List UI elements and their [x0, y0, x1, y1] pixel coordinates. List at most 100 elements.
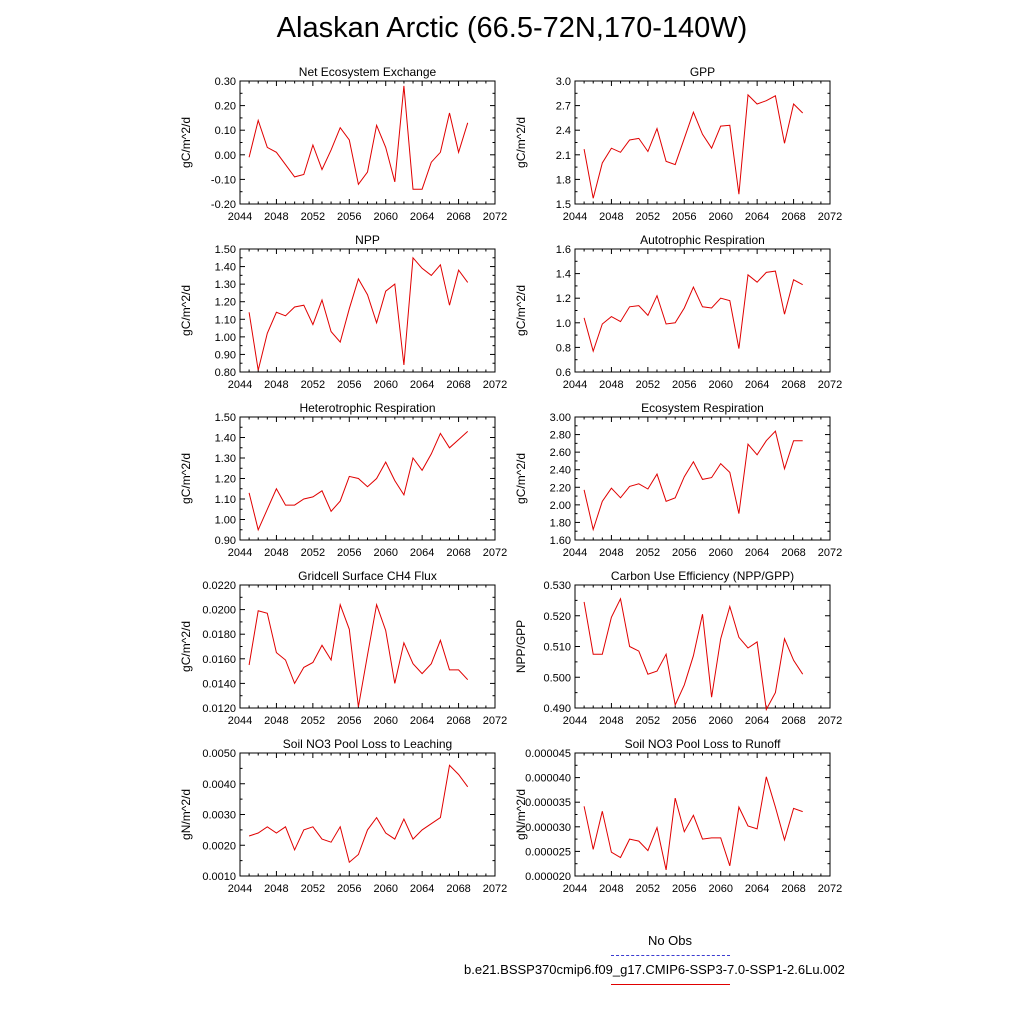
series-line [583, 270, 803, 353]
series-line [248, 256, 469, 371]
legend-run-line [611, 984, 730, 985]
x-tick-label: 2060 [373, 883, 397, 895]
x-tick-label: 2044 [228, 883, 252, 895]
x-tick-label: 2056 [672, 883, 696, 895]
x-tick-label: 2072 [818, 547, 842, 559]
y-tick-label: 2.00 [550, 500, 571, 512]
legend-run-label: b.e21.BSSP370cmip6.f09_g17.CMIP6-SSP3-7.… [464, 962, 845, 977]
y-tick-label: 1.0 [556, 318, 571, 330]
x-tick-label: 2044 [563, 547, 587, 559]
x-tick-label: 2056 [672, 547, 696, 559]
y-tick-label: 0.500 [543, 672, 571, 684]
y-tick-label: -0.20 [211, 199, 236, 211]
y-axis-label: gN/m^2/d [179, 789, 193, 840]
chart-title: GPP [690, 65, 715, 79]
y-tick-label: 1.2 [556, 293, 571, 305]
y-tick-label: 0.0030 [202, 810, 236, 822]
x-tick-label: 2072 [483, 715, 507, 727]
chart-panel-4: Heterotrophic Respiration gC/m^2/d 2044 204… [179, 401, 507, 559]
x-tick-label: 2064 [410, 883, 434, 895]
y-tick-label: 0.490 [543, 703, 571, 715]
y-tick-label: 0.0120 [202, 703, 236, 715]
x-tick-label: 2060 [708, 379, 732, 391]
x-tick-label: 2068 [446, 883, 470, 895]
x-tick-label: 2056 [672, 379, 696, 391]
series-line [248, 602, 469, 707]
y-tick-label: 1.20 [215, 297, 236, 309]
y-tick-label: 0.000025 [525, 846, 571, 858]
y-axis-label: NPP/GPP [514, 620, 528, 673]
page-title: Alaskan Arctic (66.5-72N,170-140W) [276, 12, 748, 44]
plot-frame [574, 248, 831, 373]
y-tick-label: 0.80 [215, 367, 236, 379]
chart-panel-6: Gridcell Surface CH4 Flux gC/m^2/d 2044 204… [179, 569, 507, 727]
y-tick-label: 3.00 [550, 412, 571, 424]
x-tick-label: 2072 [818, 715, 842, 727]
chart-title: Soil NO3 Pool Loss to Leaching [283, 737, 452, 751]
chart-panel-9: Soil NO3 Pool Loss to Runoff gN/m^2/d 2044… [514, 737, 842, 895]
x-tick-label: 2064 [745, 715, 769, 727]
x-tick-label: 2064 [745, 883, 769, 895]
chart-title: Ecosystem Respiration [641, 401, 764, 415]
x-tick-label: 2060 [708, 547, 732, 559]
x-tick-label: 2060 [373, 547, 397, 559]
x-tick-label: 2068 [446, 715, 470, 727]
legend-obs-label: No Obs [647, 933, 693, 948]
y-tick-label: 1.40 [215, 262, 236, 274]
x-tick-label: 2044 [563, 883, 587, 895]
x-tick-label: 2072 [483, 211, 507, 223]
y-tick-label: 0.000040 [525, 773, 571, 785]
y-tick-label: 0.20 [215, 101, 236, 113]
chart-title: Net Ecosystem Exchange [299, 65, 437, 79]
x-tick-label: 2060 [373, 715, 397, 727]
x-tick-label: 2044 [228, 379, 252, 391]
chart-title: Gridcell Surface CH4 Flux [298, 569, 437, 583]
y-tick-label: 1.6 [556, 244, 571, 256]
x-tick-label: 2048 [264, 883, 288, 895]
x-tick-label: 2048 [264, 547, 288, 559]
x-tick-label: 2052 [301, 547, 325, 559]
chart-title: Autotrophic Respiration [640, 233, 765, 247]
y-tick-label: 1.80 [550, 517, 571, 529]
y-tick-label: 0.0220 [202, 580, 236, 592]
x-tick-label: 2056 [337, 547, 361, 559]
y-tick-label: 0.000030 [525, 822, 571, 834]
y-tick-label: 1.20 [215, 474, 236, 486]
y-tick-label: 1.30 [215, 453, 236, 465]
x-tick-label: 2044 [228, 715, 252, 727]
y-tick-label: 1.30 [215, 279, 236, 291]
x-tick-label: 2064 [745, 379, 769, 391]
x-tick-label: 2048 [599, 883, 623, 895]
x-tick-label: 2060 [373, 211, 397, 223]
x-tick-label: 2068 [446, 211, 470, 223]
y-axis-label: gC/m^2/d [179, 117, 193, 168]
x-tick-label: 2052 [301, 883, 325, 895]
x-tick-label: 2064 [410, 715, 434, 727]
x-tick-label: 2044 [228, 211, 252, 223]
x-tick-label: 2064 [410, 379, 434, 391]
x-tick-label: 2060 [708, 883, 732, 895]
y-tick-label: 1.40 [215, 433, 236, 445]
x-tick-label: 2048 [599, 715, 623, 727]
chart-title: Soil NO3 Pool Loss to Runoff [625, 737, 782, 751]
x-tick-label: 2072 [483, 547, 507, 559]
y-tick-label: 0.510 [543, 642, 571, 654]
y-tick-label: 0.00 [215, 150, 236, 162]
y-tick-label: 0.8 [556, 342, 571, 354]
plot-frame [574, 584, 831, 709]
series-line [583, 430, 803, 532]
x-tick-label: 2056 [672, 715, 696, 727]
x-tick-label: 2068 [446, 547, 470, 559]
x-tick-label: 2056 [337, 883, 361, 895]
x-tick-label: 2052 [636, 211, 660, 223]
x-tick-label: 2068 [446, 379, 470, 391]
y-tick-label: 2.7 [556, 101, 571, 113]
x-tick-label: 2060 [708, 715, 732, 727]
y-tick-label: 2.1 [556, 150, 571, 162]
y-tick-label: 1.10 [215, 494, 236, 506]
chart-panel-7: Carbon Use Efficiency (NPP/GPP) NPP/GPP 20… [514, 569, 842, 727]
x-tick-label: 2044 [563, 379, 587, 391]
y-tick-label: 0.530 [543, 580, 571, 592]
series-line [248, 431, 469, 532]
